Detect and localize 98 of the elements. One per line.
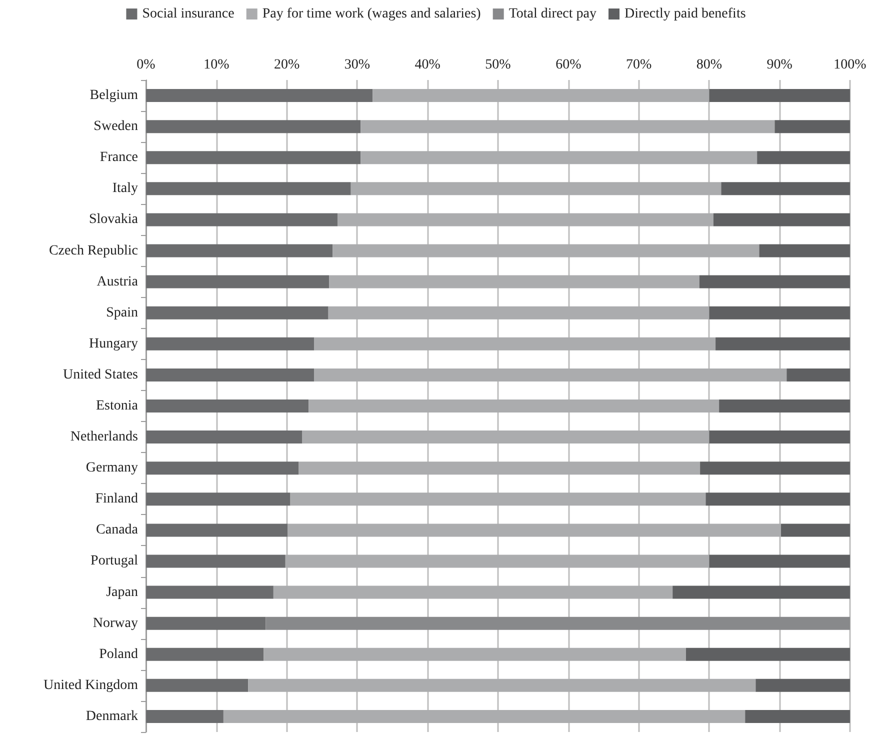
bar <box>759 244 850 258</box>
bar <box>672 586 850 599</box>
bar <box>786 368 850 382</box>
x-tick-label: 20% <box>274 58 300 72</box>
y-tick-label: United States <box>62 367 138 382</box>
legend-label: Pay for time work (wages and salaries) <box>262 6 482 22</box>
bar <box>290 492 706 506</box>
bar <box>146 430 302 444</box>
bar <box>302 430 710 444</box>
bar <box>264 648 686 661</box>
bar <box>146 275 330 288</box>
bar <box>223 710 746 723</box>
bar <box>146 586 274 599</box>
bar <box>350 182 722 196</box>
bar <box>709 306 850 320</box>
y-tick-label: Italy <box>112 181 138 196</box>
bar <box>709 89 850 102</box>
bar <box>273 586 673 599</box>
y-tick-label: Canada <box>96 522 139 538</box>
bar <box>146 244 333 258</box>
bar <box>745 710 850 723</box>
bar <box>719 400 850 412</box>
bar <box>699 275 850 288</box>
bar <box>146 710 224 723</box>
bar <box>360 120 775 134</box>
bar <box>146 524 288 537</box>
bar <box>314 368 787 382</box>
bar <box>146 337 314 350</box>
bar <box>146 462 299 475</box>
bar <box>706 492 850 506</box>
bar <box>372 89 710 102</box>
bar <box>288 524 782 537</box>
legend-label: Directly paid benefits <box>624 6 746 22</box>
bar <box>308 400 720 412</box>
bar <box>146 400 309 412</box>
y-tick-label: Norway <box>92 616 138 631</box>
bar <box>146 213 338 226</box>
bar <box>757 151 850 164</box>
x-tick-label: 100% <box>834 58 867 72</box>
y-tick-label: France <box>100 150 138 166</box>
bar <box>332 244 760 258</box>
y-tick-label: Belgium <box>90 88 138 104</box>
bar <box>285 554 710 568</box>
legend-label: Total direct pay <box>508 6 596 22</box>
y-tick-label: Poland <box>99 646 138 662</box>
y-tick-label: Slovakia <box>89 212 139 228</box>
bar <box>716 337 850 350</box>
x-tick-label: 80% <box>696 58 722 72</box>
y-tick-label: Germany <box>86 460 138 476</box>
bar <box>337 213 714 226</box>
bar <box>781 524 850 537</box>
bar <box>360 151 758 164</box>
bar <box>146 648 264 661</box>
bar <box>146 182 351 196</box>
bar <box>709 430 850 444</box>
x-tick-label: 30% <box>344 58 370 72</box>
bar <box>146 120 361 134</box>
x-tick-label: 50% <box>485 58 512 72</box>
bar <box>774 120 850 134</box>
bar <box>709 554 850 568</box>
bar <box>686 648 850 661</box>
bar <box>314 337 716 350</box>
y-tick-label: Hungary <box>89 336 138 352</box>
bar <box>146 616 266 630</box>
x-tick-label: 40% <box>414 58 441 72</box>
y-tick-label: Estonia <box>96 398 139 414</box>
bar <box>298 462 700 475</box>
bar <box>328 306 710 320</box>
bar <box>146 368 314 382</box>
x-tick-label: 0% <box>136 58 156 72</box>
y-tick-label: Spain <box>106 305 138 320</box>
y-tick-label: Finland <box>95 492 138 507</box>
y-tick-label: Japan <box>106 584 138 600</box>
bar <box>266 616 850 630</box>
x-tick-label: 60% <box>556 58 582 72</box>
bar <box>146 678 248 692</box>
x-tick-label: 10% <box>204 58 230 72</box>
y-tick-label: Portugal <box>90 554 138 569</box>
y-tick-label: Netherlands <box>70 430 138 445</box>
legend-label: Social insurance <box>142 6 234 22</box>
bar <box>146 492 290 506</box>
bar <box>146 554 286 568</box>
bar <box>700 462 850 475</box>
y-tick-label: United Kingdom <box>44 678 138 693</box>
bar <box>329 275 700 288</box>
bar <box>713 213 850 226</box>
bar <box>146 89 373 102</box>
y-tick-label: Austria <box>96 274 139 290</box>
y-tick-label: Denmark <box>86 708 138 724</box>
y-tick-label: Sweden <box>94 119 138 134</box>
x-tick-label: 70% <box>626 58 652 72</box>
bar <box>756 678 850 692</box>
bar <box>248 678 756 692</box>
bar <box>146 151 361 164</box>
bar <box>721 182 850 196</box>
x-tick-label: 90% <box>766 58 793 72</box>
bar <box>146 306 328 320</box>
y-tick-label: Czech Republic <box>48 243 138 258</box>
